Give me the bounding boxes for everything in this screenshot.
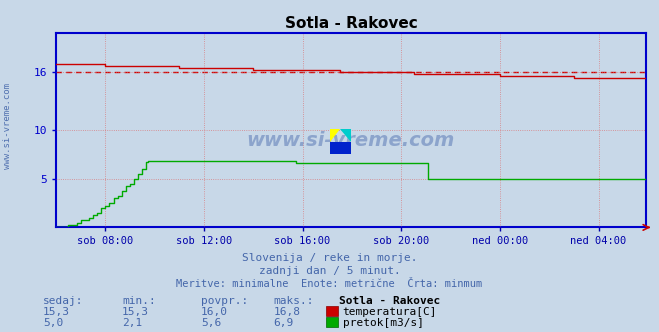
Text: www.si-vreme.com: www.si-vreme.com	[246, 130, 455, 149]
Text: zadnji dan / 5 minut.: zadnji dan / 5 minut.	[258, 266, 401, 276]
Text: 16,8: 16,8	[273, 307, 301, 317]
Text: Sotla - Rakovec: Sotla - Rakovec	[339, 296, 441, 306]
Text: maks.:: maks.:	[273, 296, 314, 306]
Text: Slovenija / reke in morje.: Slovenija / reke in morje.	[242, 253, 417, 263]
Text: pretok[m3/s]: pretok[m3/s]	[343, 318, 424, 328]
Text: 2,1: 2,1	[122, 318, 142, 328]
Text: 5,0: 5,0	[43, 318, 63, 328]
Text: 15,3: 15,3	[122, 307, 149, 317]
Polygon shape	[340, 129, 351, 142]
Text: sedaj:: sedaj:	[43, 296, 83, 306]
Text: min.:: min.:	[122, 296, 156, 306]
Polygon shape	[330, 142, 351, 154]
Text: 16,0: 16,0	[201, 307, 228, 317]
Text: temperatura[C]: temperatura[C]	[343, 307, 437, 317]
Text: Meritve: minimalne  Enote: metrične  Črta: minmum: Meritve: minimalne Enote: metrične Črta:…	[177, 279, 482, 289]
Text: 5,6: 5,6	[201, 318, 221, 328]
Text: povpr.:: povpr.:	[201, 296, 248, 306]
Polygon shape	[330, 129, 340, 142]
Title: Sotla - Rakovec: Sotla - Rakovec	[285, 16, 417, 31]
Text: www.si-vreme.com: www.si-vreme.com	[3, 83, 13, 169]
Text: 15,3: 15,3	[43, 307, 70, 317]
Text: 6,9: 6,9	[273, 318, 294, 328]
